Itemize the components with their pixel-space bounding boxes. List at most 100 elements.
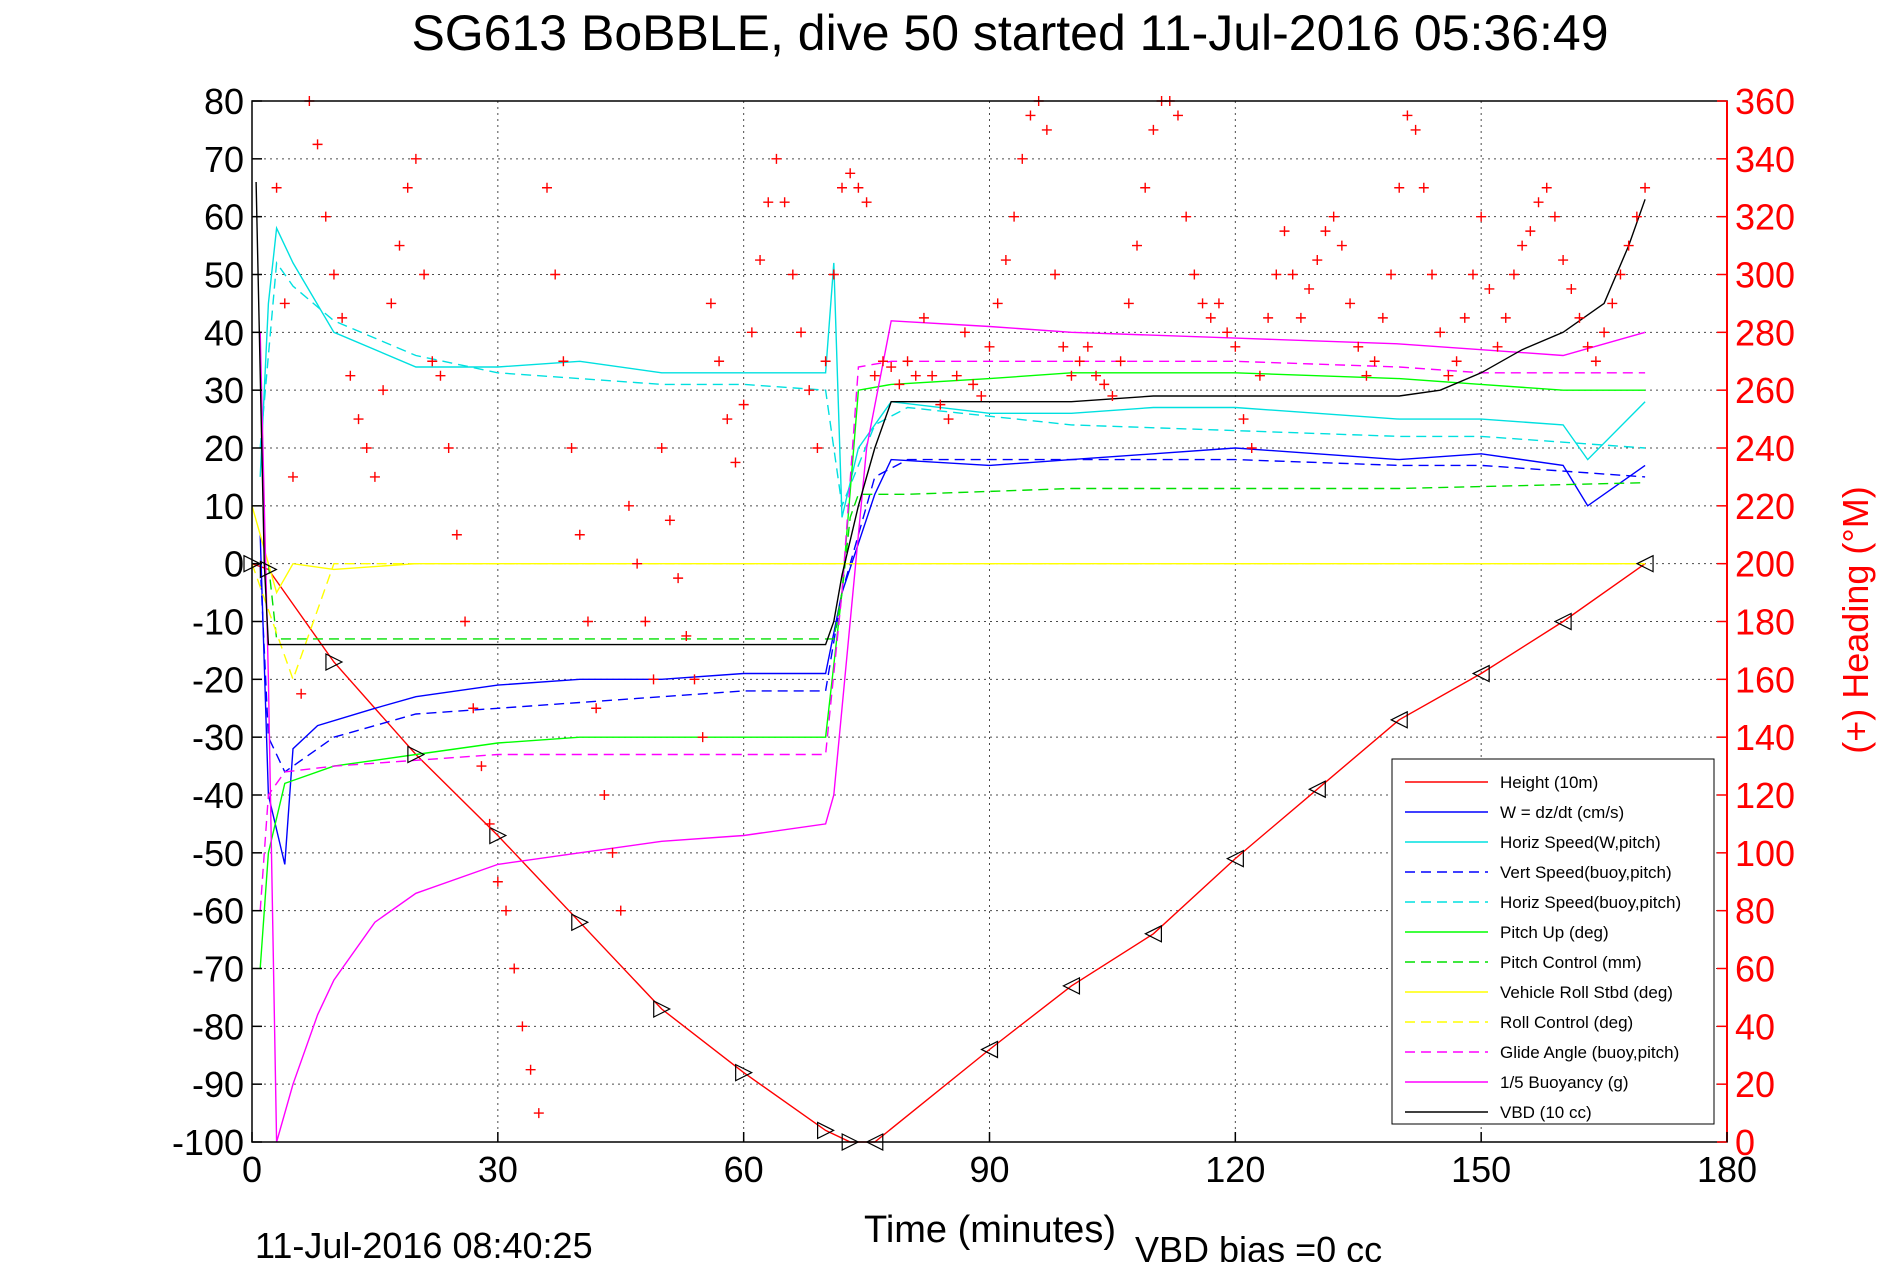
- heading-marker: [812, 443, 823, 453]
- legend-label: Horiz Speed(W,pitch): [1500, 833, 1661, 852]
- y-tick-label: -30: [192, 717, 244, 758]
- y-tick-label: 80: [204, 81, 244, 122]
- heading-marker: [1041, 124, 1052, 135]
- heading-marker: [402, 182, 413, 193]
- heading-marker: [697, 732, 708, 743]
- heading-marker: [1099, 379, 1110, 390]
- heading-marker: [378, 385, 389, 396]
- heading-marker: [1459, 312, 1470, 323]
- y2-tick-label: 160: [1735, 659, 1795, 700]
- heading-marker: [1312, 255, 1323, 266]
- y2-tick-label: 260: [1735, 370, 1795, 411]
- heading-marker: [1238, 414, 1249, 425]
- y2-tick-label: 140: [1735, 717, 1795, 758]
- x-tick-label: 180: [1697, 1149, 1757, 1190]
- heading-marker: [476, 761, 487, 772]
- heading-marker: [992, 298, 1003, 309]
- heading-marker: [1091, 370, 1102, 381]
- y-tick-label: -10: [192, 602, 244, 643]
- x-axis-label: Time (minutes): [864, 1209, 1116, 1251]
- heading-marker: [1246, 443, 1257, 453]
- heading-marker: [312, 139, 323, 150]
- y2-tick-label: 300: [1735, 255, 1795, 296]
- heading-marker: [550, 269, 561, 280]
- x-axis: 0 30 60 90 120 150 180: [242, 1132, 1757, 1190]
- heading-marker: [1295, 312, 1306, 323]
- height-marker: [1307, 780, 1326, 799]
- y-tick-label: 30: [204, 370, 244, 411]
- series-line-4: [259, 260, 1646, 509]
- legend-label: Glide Angle (buoy,pitch): [1500, 1043, 1679, 1062]
- heading-marker: [886, 362, 897, 373]
- y2-tick-label: 60: [1735, 949, 1775, 990]
- heading-marker: [1517, 240, 1528, 251]
- heading-marker: [1590, 356, 1601, 367]
- heading-marker: [1254, 370, 1265, 381]
- heading-marker: [1418, 182, 1429, 193]
- legend-label: Vehicle Roll Stbd (deg): [1500, 983, 1673, 1002]
- heading-marker: [320, 211, 331, 222]
- series-line-8: [251, 563, 1646, 682]
- heading-marker: [1549, 211, 1560, 222]
- footer-timestamp: 11-Jul-2016 08:40:25: [255, 1225, 593, 1262]
- heading-marker: [1189, 269, 1200, 280]
- heading-marker: [1230, 341, 1241, 352]
- x-tick-label: 90: [969, 1149, 1009, 1190]
- y-tick-label: -20: [192, 659, 244, 700]
- heading-marker: [910, 370, 921, 381]
- heading-marker: [558, 356, 569, 367]
- y-tick-label: -60: [192, 891, 244, 932]
- series-line-11: [255, 181, 1646, 646]
- height-marker: [407, 745, 426, 764]
- y2-tick-label: 80: [1735, 891, 1775, 932]
- heading-marker: [1623, 240, 1634, 251]
- heading-marker: [1386, 269, 1397, 280]
- heading-marker: [1082, 341, 1093, 352]
- heading-marker: [484, 818, 495, 829]
- heading-marker: [1271, 269, 1282, 280]
- y2-axis-label: (+) Heading (°M): [1835, 486, 1876, 753]
- x-tick-label: 120: [1205, 1149, 1265, 1190]
- height-marker: [489, 826, 508, 845]
- heading-marker: [1508, 269, 1519, 280]
- heading-marker: [1533, 197, 1544, 208]
- heading-marker: [361, 443, 372, 453]
- heading-marker: [1205, 312, 1216, 323]
- heading-marker: [1140, 182, 1151, 193]
- y-tick-label: -90: [192, 1064, 244, 1105]
- y2-tick-label: 200: [1735, 544, 1795, 585]
- legend-label: VBD (10 cc): [1500, 1103, 1592, 1122]
- heading-marker: [591, 703, 602, 714]
- y-tick-label: 60: [204, 197, 244, 238]
- heading-marker: [1058, 341, 1069, 352]
- y2-tick-label: 280: [1735, 312, 1795, 353]
- heading-marker: [1558, 255, 1569, 266]
- heading-marker: [1115, 356, 1126, 367]
- heading-marker: [705, 298, 716, 309]
- height-marker: [1225, 849, 1244, 868]
- y2-tick-label: 360: [1735, 81, 1795, 122]
- heading-marker: [763, 197, 774, 208]
- heading-marker: [1066, 370, 1077, 381]
- height-marker: [1389, 710, 1408, 729]
- heading-marker: [1492, 341, 1503, 352]
- heading-marker: [1467, 269, 1478, 280]
- heading-marker: [1574, 312, 1585, 323]
- y2-tick-label: 20: [1735, 1064, 1775, 1105]
- heading-marker: [1050, 269, 1061, 280]
- y-tick-label: 40: [204, 312, 244, 353]
- heading-marker: [771, 153, 782, 164]
- heading-marker: [746, 327, 757, 338]
- y-tick-label: -100: [172, 1122, 244, 1163]
- series-line-6: [267, 482, 1646, 640]
- heading-marker: [959, 327, 970, 338]
- heading-marker: [501, 905, 512, 916]
- heading-marker: [1197, 298, 1208, 309]
- legend-label: Horiz Speed(buoy,pitch): [1500, 893, 1681, 912]
- height-marker: [980, 1040, 999, 1059]
- heading-marker: [517, 1021, 528, 1032]
- heading-marker: [345, 370, 356, 381]
- heading-marker: [1345, 298, 1356, 309]
- x-tick-label: 60: [724, 1149, 764, 1190]
- heading-marker: [1476, 211, 1487, 222]
